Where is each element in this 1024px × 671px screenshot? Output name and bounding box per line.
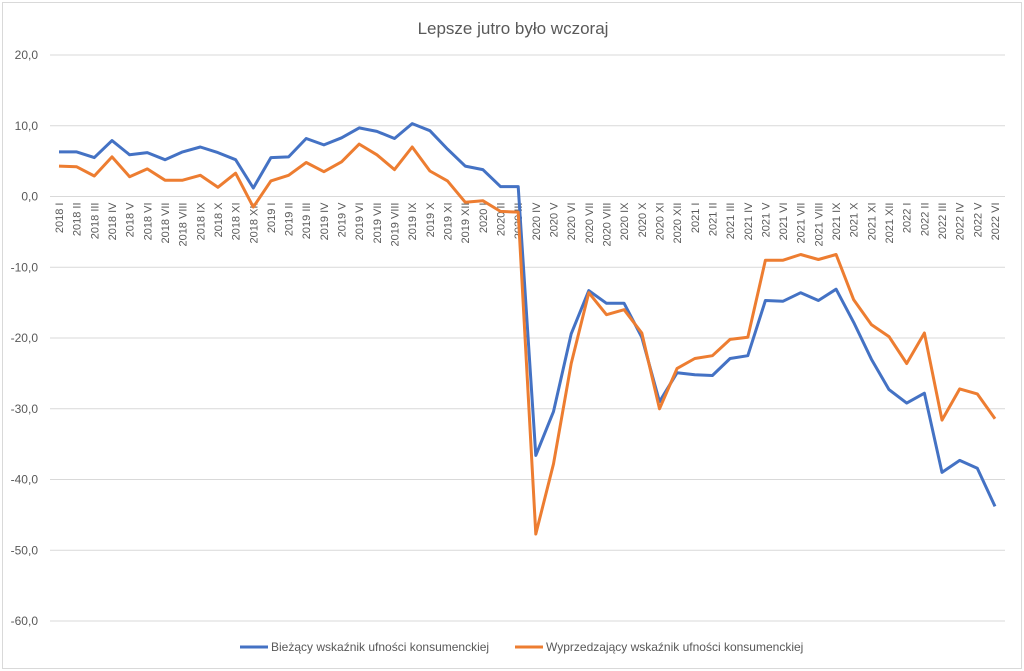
x-tick-label: 2018 V: [125, 202, 137, 238]
legend-label: Bieżący wskaźnik ufności konsumenckiej: [271, 640, 489, 654]
x-tick-label: 2021 XII: [884, 203, 896, 244]
x-tick-label: 2018 XII: [248, 203, 260, 244]
y-tick-label: -60,0: [11, 614, 39, 628]
x-tick-label: 2018 X: [213, 202, 225, 238]
x-tick-label: 2021 VII: [796, 203, 808, 244]
x-tick-label: 2018 VIII: [178, 203, 190, 247]
x-tick-label: 2018 XI: [231, 203, 243, 241]
x-tick-label: 2021 I: [690, 203, 702, 234]
y-tick-label: -40,0: [11, 473, 39, 487]
x-tick-label: 2019 X: [425, 202, 437, 238]
y-tick-label: -50,0: [11, 543, 39, 557]
x-tick-label: 2020 XII: [672, 203, 684, 244]
x-tick-label: 2021 X: [849, 202, 861, 238]
y-tick-label: 10,0: [15, 119, 39, 133]
x-tick-label: 2020 X: [637, 202, 649, 238]
x-tick-label: 2020 VIII: [601, 203, 613, 247]
x-tick-label: 2018 VII: [160, 203, 172, 244]
x-tick-label: 2020 I: [478, 203, 490, 234]
y-tick-label: 0,0: [21, 190, 38, 204]
y-tick-label: -30,0: [11, 402, 39, 416]
x-tick-label: 2019 XI: [443, 203, 455, 241]
legend-label: Wyprzedzający wskaźnik ufności konsumenc…: [546, 640, 803, 654]
x-tick-label: 2019 II: [284, 203, 296, 237]
x-tick-label: 2020 IX: [619, 202, 631, 241]
x-tick-label: 2022 I: [902, 203, 914, 234]
x-tick-label: 2019 IX: [407, 202, 419, 241]
x-tick-label: 2020 IV: [531, 202, 543, 241]
x-tick-label: 2019 I: [266, 203, 278, 234]
x-tick-label: 2022 III: [937, 203, 949, 240]
x-tick-label: 2021 XI: [866, 203, 878, 241]
x-tick-label: 2019 IV: [319, 202, 331, 241]
x-tick-label: 2021 V: [760, 202, 772, 238]
series-line: [59, 122, 997, 508]
chart-title: Lepsze jutro było wczoraj: [418, 19, 609, 38]
y-tick-label: 20,0: [15, 48, 39, 62]
x-tick-label: 2018 I: [54, 203, 66, 234]
x-tick-label: 2020 VI: [566, 203, 578, 241]
x-tick-label: 2018 III: [89, 203, 101, 240]
x-tick-label: 2019 VII: [372, 203, 384, 244]
x-tick-label: 2020 VII: [584, 203, 596, 244]
x-tick-label: 2021 VIII: [813, 203, 825, 247]
x-tick-label: 2019 V: [337, 202, 349, 238]
x-tick-label: 2022 IV: [955, 202, 967, 241]
series-line: [58, 142, 997, 536]
x-tick-label: 2022 V: [972, 202, 984, 238]
x-tick-label: 2021 VI: [778, 203, 790, 241]
x-tick-label: 2021 IX: [831, 202, 843, 241]
x-tick-label: 2022 II: [919, 203, 931, 237]
x-tick-label: 2020 XI: [654, 203, 666, 241]
y-tick-label: -10,0: [11, 260, 39, 274]
x-tick-label: 2018 II: [72, 203, 84, 237]
x-tick-label: 2018 IV: [107, 202, 119, 241]
x-tick-label: 2020 II: [496, 203, 508, 237]
x-tick-label: 2021 II: [707, 203, 719, 237]
x-tick-label: 2019 VI: [354, 203, 366, 241]
x-tick-label: 2018 IX: [195, 202, 207, 241]
y-tick-label: -20,0: [11, 331, 39, 345]
x-tick-label: 2019 VIII: [390, 203, 402, 247]
x-tick-label: 2019 XII: [460, 203, 472, 244]
x-tick-label: 2021 IV: [743, 202, 755, 241]
x-tick-label: 2018 VI: [142, 203, 154, 241]
x-tick-label: 2019 III: [301, 203, 313, 240]
x-tick-label: 2020 V: [548, 202, 560, 238]
x-tick-label: 2021 III: [725, 203, 737, 240]
x-tick-label: 2022 VI: [990, 203, 1002, 241]
